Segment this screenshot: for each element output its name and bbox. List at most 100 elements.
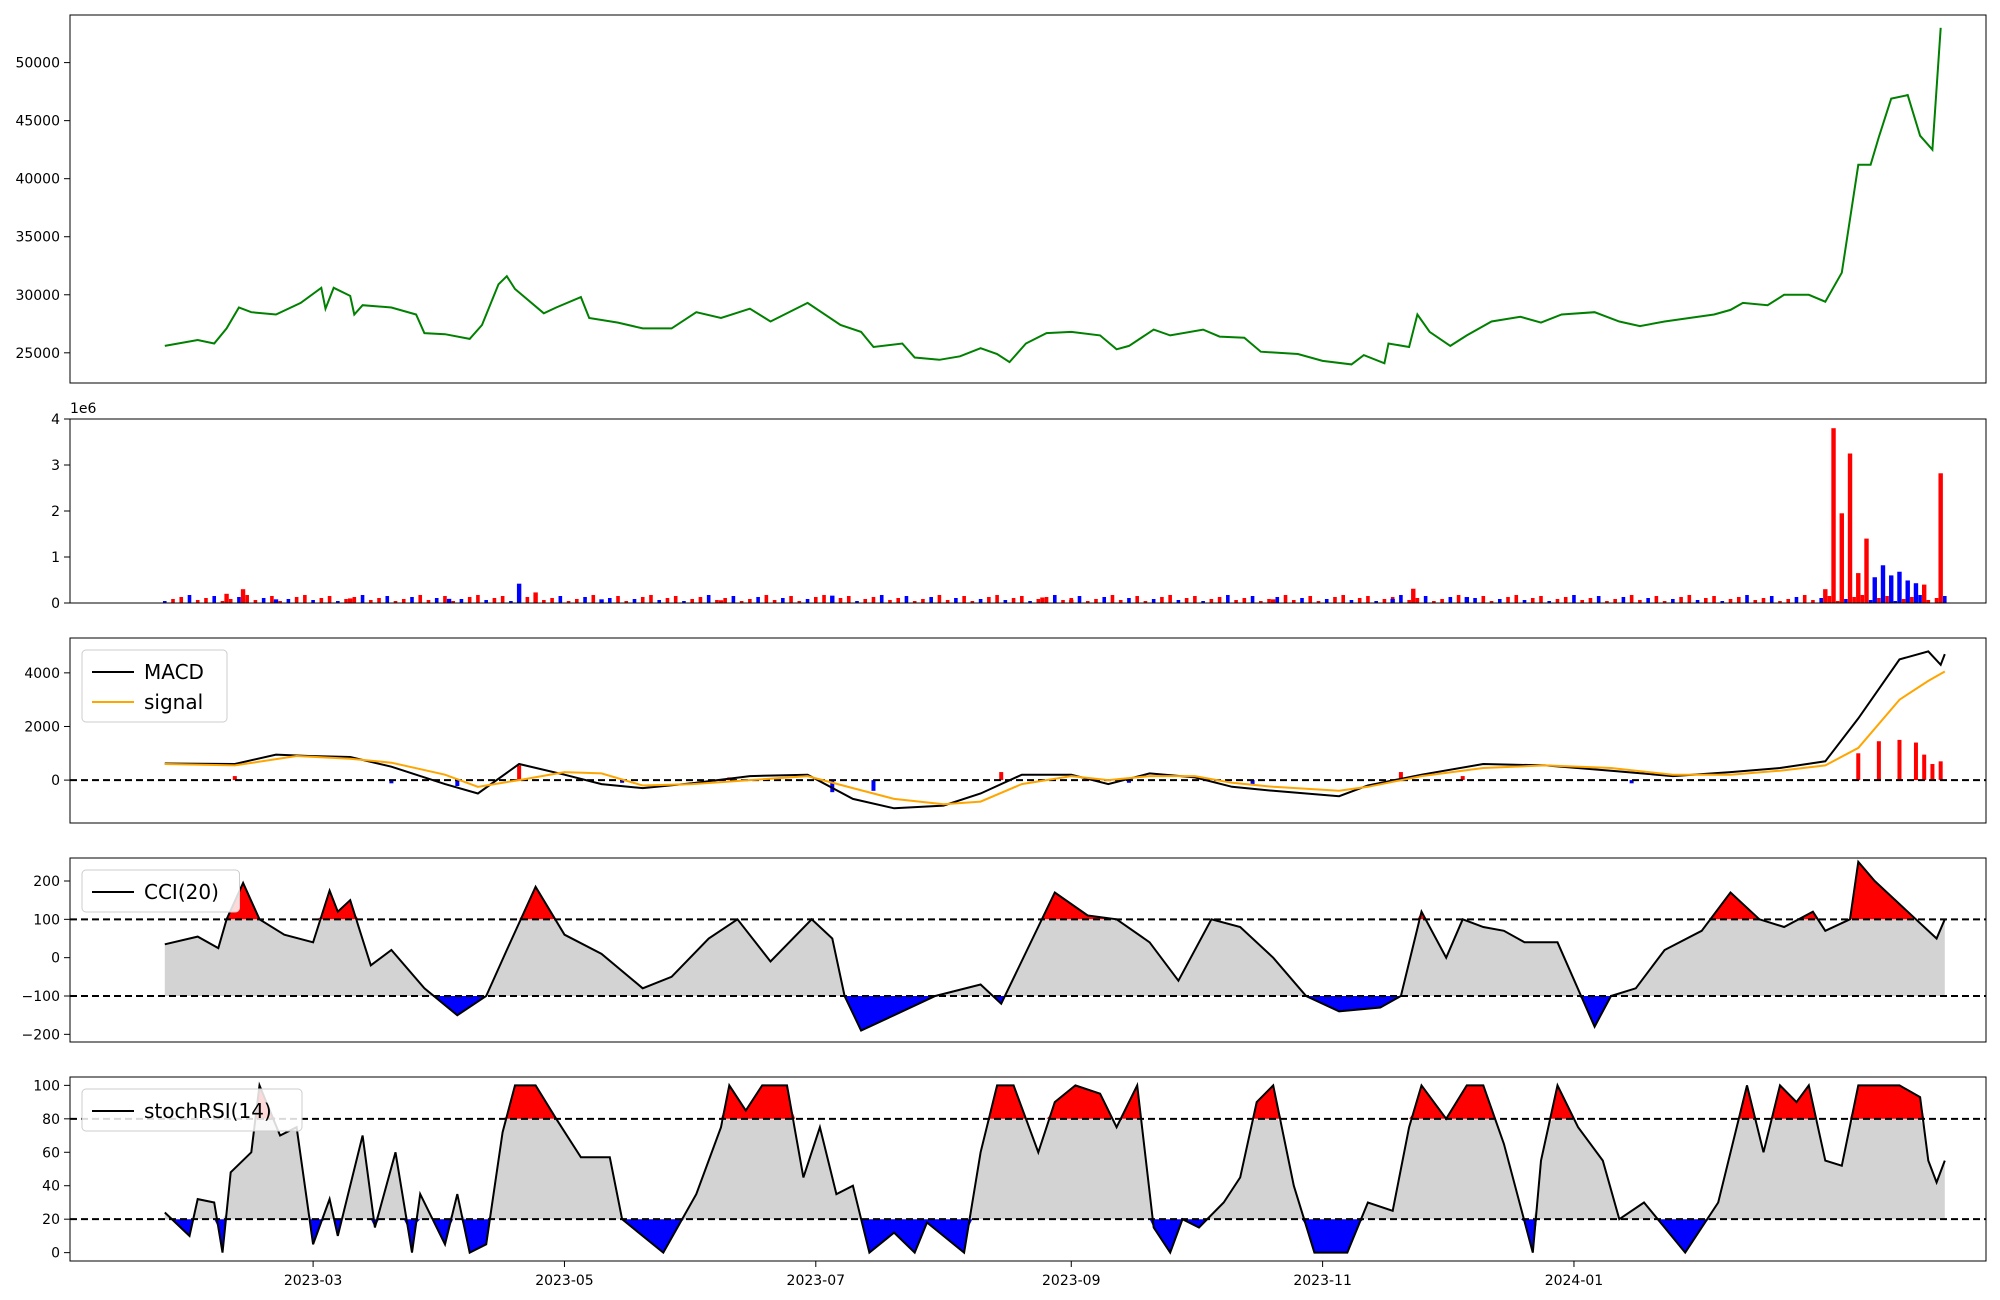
volume-bar-28 [1921, 584, 1927, 603]
volume-bar-small [1695, 600, 1700, 603]
macd-hist-bar-11 [1398, 772, 1403, 781]
macd-hist-bar-8 [999, 772, 1004, 781]
volume-bar-small [1753, 600, 1758, 603]
macd-hist-bar-9 [1126, 780, 1131, 783]
volume-bar-small [1629, 595, 1634, 603]
cci-legend-label-0: CCI(20) [144, 880, 219, 904]
price-ytick-label-1: 30000 [15, 288, 60, 304]
volume-bar-small [1399, 595, 1403, 603]
volume-bar-small [1728, 599, 1733, 603]
volume-bar-22 [1872, 577, 1877, 603]
volume-bar-21 [1864, 538, 1869, 603]
cci-ytick-label-1: −100 [22, 989, 60, 1005]
volume-bar-small [1712, 596, 1716, 603]
volume-bar-small [1217, 597, 1222, 603]
cci-ytick-label-2: 0 [51, 951, 60, 967]
volume-bar-small [1456, 595, 1461, 603]
volume-bar-small [616, 596, 620, 603]
volume-bar-5 [516, 583, 522, 603]
volume-bar-small [945, 600, 950, 603]
volume-bar-small [401, 599, 406, 603]
volume-bar-small [418, 595, 423, 603]
volume-bar-small [179, 597, 184, 603]
volume-bar-small [1563, 597, 1568, 603]
volume-bar-small [1769, 596, 1774, 603]
macd-hist-bar-16 [1897, 739, 1902, 781]
volume-ytick-label-1: 1 [51, 550, 60, 566]
volume-bar-small [1893, 601, 1898, 603]
volume-bar-10 [1040, 597, 1045, 603]
macd-hist-bar-20 [1938, 761, 1943, 781]
volume-bar-small [509, 601, 513, 603]
volume-bar-small [1497, 599, 1502, 603]
volume-bar-small [1720, 601, 1725, 603]
volume-bar-1 [240, 589, 246, 603]
volume-bar-24 [1889, 575, 1894, 603]
stochrsi-neutral-band [164, 1118, 1945, 1220]
volume-bar-small [1020, 596, 1024, 603]
volume-bar-small [204, 598, 208, 603]
volume-bar-small [1687, 595, 1692, 603]
volume-bar-small [245, 595, 249, 603]
volume-bar-small [1901, 599, 1906, 603]
volume-bar-small [451, 601, 455, 603]
volume-bar-small [1316, 601, 1321, 603]
volume-bar-small [1061, 600, 1065, 603]
volume-bar-small [1580, 600, 1584, 603]
volume-bar-small [822, 595, 826, 603]
volume-bar-small [1572, 595, 1576, 603]
volume-bar-small [1522, 600, 1527, 603]
volume-bar-small [319, 598, 324, 603]
volume-bar-25 [1897, 571, 1902, 603]
volume-bar-small [1374, 601, 1378, 603]
volume-ytick-label-4: 4 [51, 412, 60, 428]
volume-bar-small [1127, 598, 1131, 603]
volume-bar-small [1176, 600, 1181, 603]
volume-bar-small [1877, 598, 1881, 603]
volume-bar-small [500, 596, 505, 603]
volume-bar-small [846, 596, 851, 603]
cci-overbought-fill [164, 861, 1945, 920]
volume-bar-small [970, 601, 975, 603]
volume-bar-small [492, 598, 497, 603]
volume-bar-small [1415, 598, 1420, 603]
macd-hist-bar-6 [830, 780, 835, 793]
stochrsi-ytick-label-4: 80 [42, 1112, 60, 1128]
volume-bar-0 [224, 593, 229, 603]
volume-bar-small [1094, 599, 1098, 603]
volume-bar-small [1827, 596, 1832, 603]
volume-bar-small [1234, 600, 1238, 603]
volume-bar-small [377, 598, 381, 603]
volume-bar-small [1802, 595, 1807, 603]
volume-bar-small [237, 597, 241, 603]
volume-bar-small [1704, 598, 1708, 603]
volume-bar-20 [1856, 573, 1861, 603]
volume-bar-small [715, 600, 719, 603]
x-tick-label-3: 2023-09 [1042, 1273, 1101, 1289]
volume-bar-small [228, 599, 233, 603]
price-ytick-label-4: 45000 [15, 114, 60, 130]
x-tick-label-0: 2023-03 [284, 1273, 343, 1289]
volume-bar-small [1357, 598, 1362, 603]
volume-bar-small [1143, 601, 1148, 603]
volume-bar-small [1942, 596, 1947, 603]
volume-bar-small [632, 599, 637, 603]
volume-bar-small [1547, 601, 1552, 603]
volume-bar-small [1085, 601, 1090, 603]
stochrsi-ytick-label-0: 0 [51, 1246, 60, 1262]
volume-bar-small [1778, 601, 1782, 603]
volume-bar-small [731, 596, 736, 603]
volume-bar-small [813, 597, 818, 603]
volume-bar-small [607, 598, 612, 603]
volume-bar-small [797, 601, 802, 603]
volume-bar-small [1736, 597, 1741, 603]
volume-bar-small [1341, 595, 1346, 603]
macd-hist-bar-19 [1930, 764, 1935, 781]
volume-bar-6 [533, 592, 538, 603]
volume-bar-small [781, 598, 785, 603]
macd-hist-bar-14 [1856, 753, 1861, 781]
cci-ytick-label-3: 100 [33, 912, 60, 928]
volume-bar-small [987, 597, 991, 603]
volume-bar-18 [1839, 513, 1844, 603]
volume-bar-small [1300, 598, 1304, 603]
